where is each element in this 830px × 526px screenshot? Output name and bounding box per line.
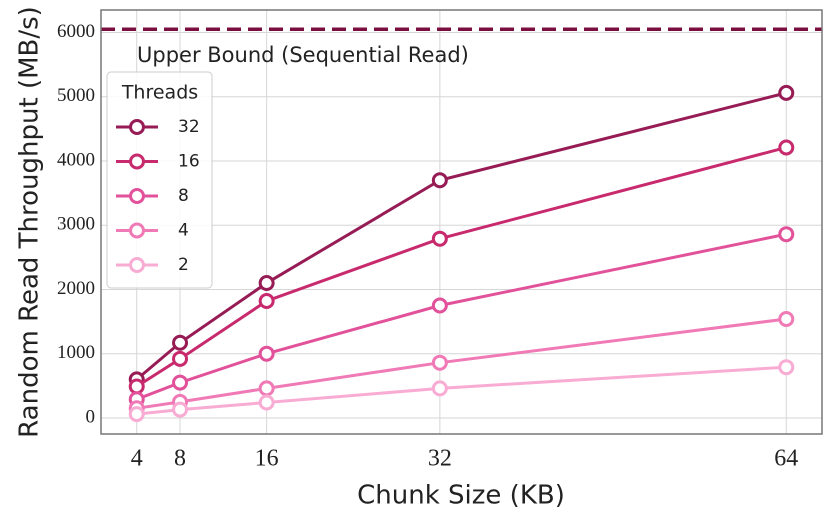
data-point: [431, 172, 448, 189]
data-point: [431, 297, 448, 314]
x-tick-label: 64: [774, 446, 798, 472]
legend-marker: [129, 188, 145, 204]
series-line: [135, 146, 787, 388]
legend-label: 4: [178, 221, 189, 241]
data-point: [258, 394, 275, 411]
reference-label: Upper Bound (Sequential Read): [137, 43, 469, 67]
y-tick-label: 1000: [57, 342, 95, 363]
data-point: [258, 293, 275, 310]
data-point: [172, 350, 189, 367]
data-point: [778, 226, 795, 243]
data-point: [778, 311, 795, 328]
y-tick-label: 6000: [57, 21, 95, 42]
y-tick-label: 4000: [57, 149, 95, 170]
data-point: [258, 275, 275, 292]
data-point: [258, 345, 275, 362]
legend-box: [106, 71, 213, 289]
data-point: [128, 378, 145, 395]
legend-label: 32: [178, 117, 200, 137]
data-point: [128, 406, 145, 423]
data-point: [778, 139, 795, 156]
data-point: [172, 374, 189, 391]
legend-label: 8: [178, 186, 189, 206]
data-point: [778, 84, 795, 101]
series-line: [135, 91, 787, 381]
legend-label: 16: [178, 152, 200, 172]
data-point: [172, 401, 189, 418]
data-point: [778, 359, 795, 376]
legend-marker: [129, 119, 145, 135]
x-tick-label: 4: [131, 446, 143, 472]
data-point: [431, 380, 448, 397]
x-tick-label: 8: [174, 446, 186, 472]
legend-marker: [129, 257, 145, 273]
x-tick-label: 32: [428, 446, 452, 472]
legend-label: 2: [178, 255, 189, 275]
y-axis-label: Random Read Throughput (MB/s): [15, 6, 45, 438]
series-line: [136, 365, 787, 416]
x-tick-label: 16: [255, 446, 279, 472]
y-tick-label: 2000: [57, 278, 95, 299]
data-point: [258, 380, 275, 397]
data-point: [431, 354, 448, 371]
data-point: [431, 230, 448, 247]
y-tick-label: 3000: [57, 214, 95, 235]
data-point: [172, 334, 189, 351]
y-tick-label: 0: [86, 406, 96, 427]
x-axis-label: Chunk Size (KB): [357, 481, 565, 511]
legend-marker: [129, 153, 145, 170]
legend-title: Threads: [121, 82, 198, 104]
legend-marker: [129, 222, 145, 239]
y-tick-label: 5000: [57, 85, 95, 106]
plot-frame: [100, 9, 823, 435]
legend: Threads 32 16 8 4 2: [106, 71, 213, 289]
